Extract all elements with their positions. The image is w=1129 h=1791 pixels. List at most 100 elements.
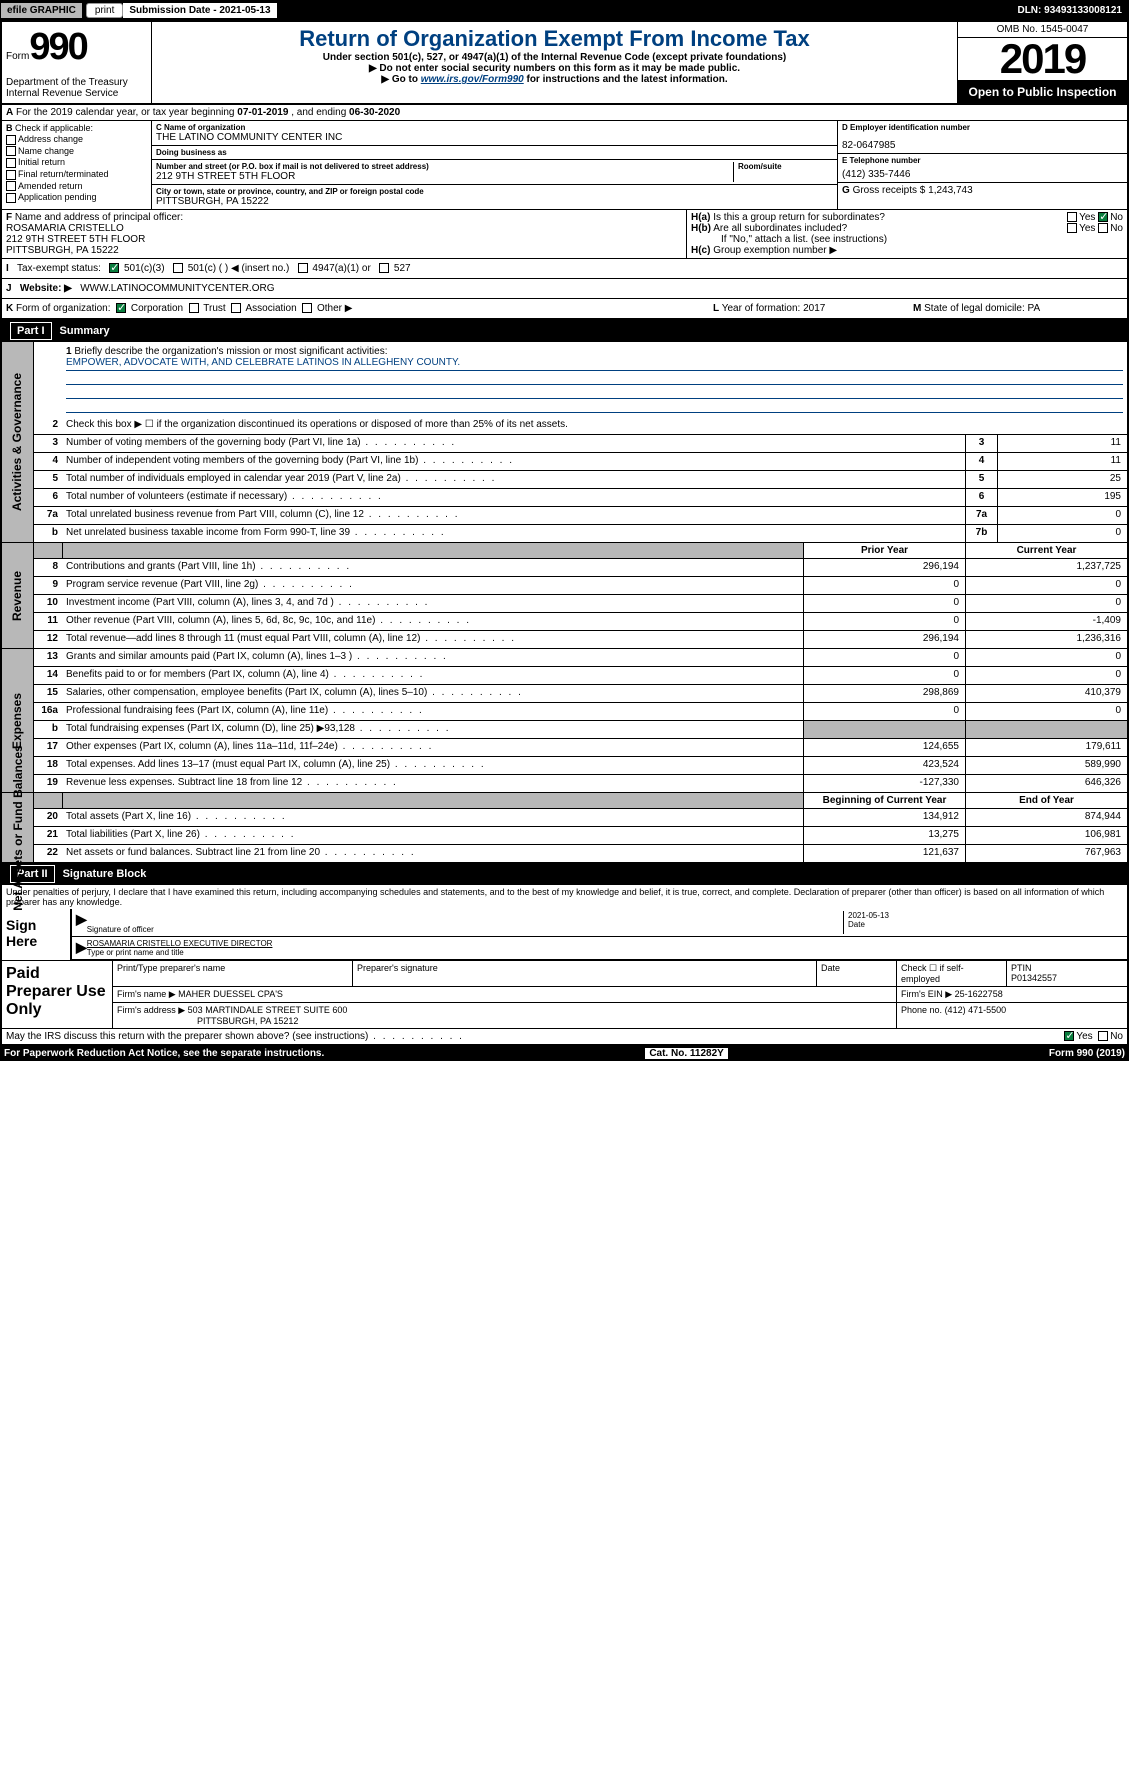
instruction-2: ▶ Go to www.irs.gov/Form990 for instruct…: [156, 74, 953, 85]
check-application-pending[interactable]: Application pending: [6, 192, 147, 203]
line-18: 18 Total expenses. Add lines 13–17 (must…: [34, 757, 1127, 775]
check-name-change[interactable]: Name change: [6, 146, 147, 157]
arrow-icon: ▶: [76, 939, 87, 957]
form-number-cell: Form 990 Department of the Treasury Inte…: [2, 22, 152, 103]
room-label: Room/suite: [738, 162, 833, 171]
line-2: 2 Check this box ▶ ☐ if the organization…: [34, 417, 1127, 435]
prior-year-header: Prior Year: [803, 543, 965, 558]
discuss-yes[interactable]: [1064, 1031, 1074, 1041]
check-address-change[interactable]: Address change: [6, 134, 147, 145]
section-f: F Name and address of principal officer:…: [2, 210, 687, 258]
top-bar: efile GRAPHIC print Submission Date - 20…: [0, 0, 1129, 20]
governance-side-label: Activities & Governance: [2, 342, 34, 543]
line-15: 15 Salaries, other compensation, employe…: [34, 685, 1127, 703]
check-4947[interactable]: [298, 263, 308, 273]
form-container: Form 990 Department of the Treasury Inte…: [0, 20, 1129, 1046]
line-9: 9 Program service revenue (Part VIII, li…: [34, 577, 1127, 595]
department: Department of the Treasury Internal Reve…: [6, 77, 147, 99]
year-formation: 2017: [803, 303, 825, 314]
sign-here-row: Sign Here ▶ Signature of officer 2021-05…: [2, 909, 1127, 960]
perjury-statement: Under penalties of perjury, I declare th…: [2, 885, 1127, 909]
irs-link[interactable]: www.irs.gov/Form990: [421, 74, 524, 85]
mission-block: 1 Briefly describe the organization's mi…: [34, 342, 1127, 417]
section-h: H(a) Is this a group return for subordin…: [687, 210, 1127, 258]
ein-value: 82-0647985: [842, 140, 1123, 151]
line-20: 20 Total assets (Part X, line 16) 134,91…: [34, 809, 1127, 827]
check-501c3[interactable]: [109, 263, 119, 273]
mission-text: EMPOWER, ADVOCATE WITH, AND CELEBRATE LA…: [66, 357, 1123, 371]
cat-number: Cat. No. 11282Y: [645, 1048, 727, 1059]
dba-label: Doing business as: [156, 148, 833, 157]
end-year-header: End of Year: [965, 793, 1127, 808]
website-row: J Website: ▶ WWW.LATINOCOMMUNITYCENTER.O…: [2, 279, 1127, 299]
form-title: Return of Organization Exempt From Incom…: [156, 26, 953, 52]
phone-value: (412) 335-7446: [842, 169, 1123, 180]
section-b-c-d: B Check if applicable: Address change Na…: [2, 121, 1127, 210]
gross-receipts: 1,243,743: [928, 185, 973, 196]
line-11: 11 Other revenue (Part VIII, column (A),…: [34, 613, 1127, 631]
check-527[interactable]: [379, 263, 389, 273]
line-5: 5 Total number of individuals employed i…: [34, 471, 1127, 489]
revenue-section: Revenue Prior Year Current Year 8 Contri…: [2, 543, 1127, 649]
line-b: b Total fundraising expenses (Part IX, c…: [34, 721, 1127, 739]
row-a: A For the 2019 calendar year, or tax yea…: [2, 105, 1127, 121]
org-name-label: C Name of organization: [156, 123, 833, 132]
line-4: 4 Number of independent voting members o…: [34, 453, 1127, 471]
check-association[interactable]: [231, 303, 241, 313]
line-19: 19 Revenue less expenses. Subtract line …: [34, 775, 1127, 793]
check-trust[interactable]: [189, 303, 199, 313]
line-3: 3 Number of voting members of the govern…: [34, 435, 1127, 453]
sign-here-label: Sign Here: [2, 909, 70, 960]
submission-date: Submission Date - 2021-05-13: [123, 3, 277, 18]
dln: DLN: 93493133008121: [1011, 3, 1128, 18]
preparer-phone: (412) 471-5500: [945, 1005, 1007, 1015]
check-501c[interactable]: [173, 263, 183, 273]
line-17: 17 Other expenses (Part IX, column (A), …: [34, 739, 1127, 757]
line-14: 14 Benefits paid to or for members (Part…: [34, 667, 1127, 685]
firm-name: MAHER DUESSEL CPA'S: [178, 989, 283, 999]
inspection-label: Open to Public Inspection: [958, 81, 1127, 103]
netassets-section: Net Assets or Fund Balances Beginning of…: [2, 793, 1127, 863]
officer-name: ROSAMARIA CRISTELLO: [6, 223, 124, 234]
instruction-1: ▶ Do not enter social security numbers o…: [156, 63, 953, 74]
footer-row: For Paperwork Reduction Act Notice, see …: [0, 1046, 1129, 1061]
form-number: 990: [29, 26, 86, 69]
check-corporation[interactable]: [116, 303, 126, 313]
subtitle: Under section 501(c), 527, or 4947(a)(1)…: [156, 52, 953, 63]
line-12: 12 Total revenue—add lines 8 through 11 …: [34, 631, 1127, 649]
check-other[interactable]: [302, 303, 312, 313]
current-year-header: Current Year: [965, 543, 1127, 558]
revenue-side-label: Revenue: [2, 543, 34, 649]
k-row: K Form of organization: Corporation Trus…: [2, 299, 1127, 320]
line-21: 21 Total liabilities (Part X, line 26) 1…: [34, 827, 1127, 845]
city-value: PITTSBURGH, PA 15222: [156, 196, 833, 207]
column-b: B Check if applicable: Address change Na…: [2, 121, 152, 209]
line-6: 6 Total number of volunteers (estimate i…: [34, 489, 1127, 507]
print-button[interactable]: print: [86, 3, 123, 18]
line-22: 22 Net assets or fund balances. Subtract…: [34, 845, 1127, 863]
address-value: 212 9TH STREET 5TH FLOOR: [156, 171, 733, 182]
ptin-value: P01342557: [1011, 973, 1123, 983]
efile-label: efile GRAPHIC: [1, 3, 82, 18]
check-amended-return[interactable]: Amended return: [6, 181, 147, 192]
phone-label: E Telephone number: [842, 156, 1123, 165]
discuss-no[interactable]: [1098, 1031, 1108, 1041]
officer-name-title: ROSAMARIA CRISTELLO EXECUTIVE DIRECTOR: [87, 939, 1123, 948]
netassets-header: Beginning of Current Year End of Year: [34, 793, 1127, 809]
line-8: 8 Contributions and grants (Part VIII, l…: [34, 559, 1127, 577]
address-label: Number and street (or P.O. box if mail i…: [156, 162, 733, 171]
tax-year: 2019: [958, 38, 1127, 81]
city-label: City or town, state or province, country…: [156, 187, 833, 196]
check-initial-return[interactable]: Initial return: [6, 157, 147, 168]
line-13: 13 Grants and similar amounts paid (Part…: [34, 649, 1127, 667]
line-b: b Net unrelated business taxable income …: [34, 525, 1127, 543]
form-header: Form 990 Department of the Treasury Inte…: [2, 22, 1127, 105]
form-version: Form 990 (2019): [1049, 1048, 1125, 1059]
column-d: D Employer identification number 82-0647…: [837, 121, 1127, 209]
column-c: C Name of organization THE LATINO COMMUN…: [152, 121, 837, 209]
discuss-row: May the IRS discuss this return with the…: [2, 1028, 1127, 1044]
check-final-return[interactable]: Final return/terminated: [6, 169, 147, 180]
arrow-icon: ▶: [76, 911, 87, 934]
line-10: 10 Investment income (Part VIII, column …: [34, 595, 1127, 613]
begin-year-header: Beginning of Current Year: [803, 793, 965, 808]
